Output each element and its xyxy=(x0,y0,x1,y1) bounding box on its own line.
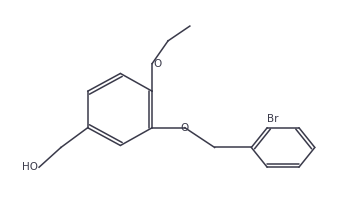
Text: O: O xyxy=(181,123,189,133)
Text: O: O xyxy=(153,59,161,68)
Text: HO: HO xyxy=(22,162,38,172)
Text: Br: Br xyxy=(267,114,279,124)
